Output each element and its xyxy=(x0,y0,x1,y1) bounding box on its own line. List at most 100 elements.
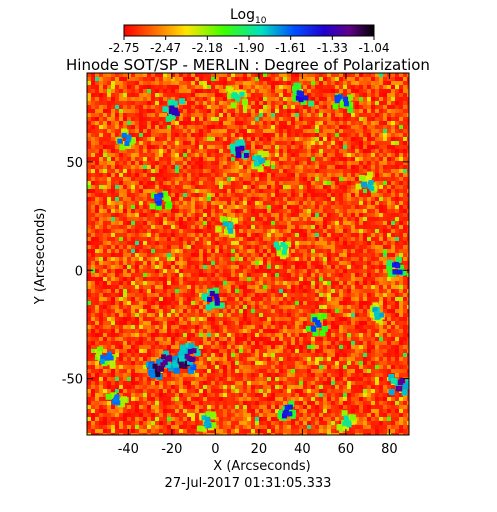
heatmap-cell xyxy=(267,261,271,265)
heatmap-cell xyxy=(119,201,123,205)
heatmap-cell xyxy=(395,233,399,237)
heatmap-cell xyxy=(299,229,303,233)
heatmap-cell xyxy=(103,245,107,249)
heatmap-cell xyxy=(95,233,99,237)
heatmap-cell xyxy=(147,213,151,217)
heatmap-cell xyxy=(315,93,319,97)
heatmap-cell xyxy=(131,297,135,301)
heatmap-cell xyxy=(283,105,287,109)
heatmap-cell xyxy=(307,229,311,233)
heatmap-cell xyxy=(363,81,367,85)
heatmap-cell xyxy=(151,161,155,165)
heatmap-cell xyxy=(139,197,143,201)
heatmap-cell xyxy=(183,305,187,309)
heatmap-cell xyxy=(175,189,179,193)
heatmap-cell xyxy=(399,221,403,225)
colorbar-tick-label: -1.04 xyxy=(358,41,389,55)
heatmap-cell xyxy=(351,205,355,209)
heatmap-cell xyxy=(163,177,167,181)
heatmap-cell xyxy=(199,261,203,265)
heatmap-cell xyxy=(171,285,175,289)
heatmap-cell xyxy=(359,89,363,93)
heatmap-cell xyxy=(151,241,155,245)
heatmap-cell xyxy=(159,261,163,265)
heatmap-cell xyxy=(91,125,95,129)
heatmap-cell xyxy=(307,133,311,137)
heatmap-cell xyxy=(263,129,267,133)
heatmap-cell xyxy=(111,201,115,205)
heatmap-cell xyxy=(335,117,339,121)
heatmap-cell xyxy=(275,313,279,317)
heatmap-cell xyxy=(311,205,315,209)
heatmap-cell xyxy=(171,221,175,225)
heatmap-cell xyxy=(279,113,283,117)
heatmap-cell xyxy=(299,253,303,257)
heatmap-cell xyxy=(227,245,231,249)
heatmap-cell xyxy=(103,205,107,209)
heatmap-cell xyxy=(199,297,203,301)
heatmap-cell xyxy=(239,265,243,269)
heatmap-cell xyxy=(267,185,271,189)
heatmap-cell xyxy=(295,281,299,285)
heatmap-cell xyxy=(331,193,335,197)
heatmap-cell xyxy=(195,297,199,301)
heatmap-cell xyxy=(335,225,339,229)
heatmap-cell xyxy=(291,249,295,253)
heatmap-cell xyxy=(123,293,127,297)
heatmap-cell xyxy=(239,245,243,249)
heatmap-cell xyxy=(219,317,223,321)
heatmap-cell xyxy=(123,197,127,201)
colorbar-label-subscript: 10 xyxy=(255,16,267,26)
heatmap-cell xyxy=(267,205,271,209)
heatmap-cell xyxy=(135,297,139,301)
heatmap-cell xyxy=(355,217,359,221)
heatmap-cell xyxy=(111,297,115,301)
heatmap-cell xyxy=(407,233,409,237)
heatmap-cell xyxy=(131,201,135,205)
heatmap-cell xyxy=(371,265,375,269)
heatmap-cell xyxy=(91,137,95,141)
heatmap-cell xyxy=(335,277,339,281)
heatmap-cell xyxy=(319,177,323,181)
heatmap-cell xyxy=(315,105,319,109)
heatmap-cell xyxy=(367,153,371,157)
heatmap-cell xyxy=(399,285,403,289)
heatmap-cell xyxy=(115,89,119,93)
heatmap-cell xyxy=(175,229,179,233)
heatmap-cell xyxy=(239,277,243,281)
heatmap-cell xyxy=(371,209,375,213)
heatmap-cell xyxy=(327,113,331,117)
heatmap-cell xyxy=(343,89,347,93)
heatmap-cell xyxy=(279,309,283,313)
heatmap-cell xyxy=(347,177,351,181)
heatmap-cell xyxy=(111,81,115,85)
heatmap-cell xyxy=(235,293,239,297)
heatmap-cell xyxy=(247,185,251,189)
heatmap-cell xyxy=(331,205,335,209)
heatmap-cell xyxy=(195,197,199,201)
heatmap-cell xyxy=(99,169,103,173)
heatmap-cell xyxy=(143,213,147,217)
heatmap-cell xyxy=(223,141,227,145)
heatmap-cell xyxy=(99,109,103,113)
heatmap-cell xyxy=(283,141,287,145)
heatmap-cell xyxy=(299,301,303,305)
heatmap-cell xyxy=(295,265,299,269)
heatmap-cell xyxy=(387,117,391,121)
heatmap-cell xyxy=(283,93,287,97)
heatmap-cell xyxy=(223,237,227,241)
heatmap-cell xyxy=(215,177,219,181)
heatmap-cell xyxy=(115,265,119,269)
heatmap-cell xyxy=(99,253,103,257)
heatmap-cell xyxy=(287,145,291,149)
heatmap-cell xyxy=(379,289,383,293)
heatmap-cell xyxy=(159,209,163,213)
heatmap-cell xyxy=(119,229,123,233)
heatmap-cell xyxy=(103,109,107,113)
heatmap-cell xyxy=(303,241,307,245)
heatmap-cell xyxy=(91,117,95,121)
heatmap-cell xyxy=(375,245,379,249)
heatmap-cell xyxy=(375,233,379,237)
heatmap-cell xyxy=(255,309,259,313)
heatmap-cell xyxy=(391,305,395,309)
